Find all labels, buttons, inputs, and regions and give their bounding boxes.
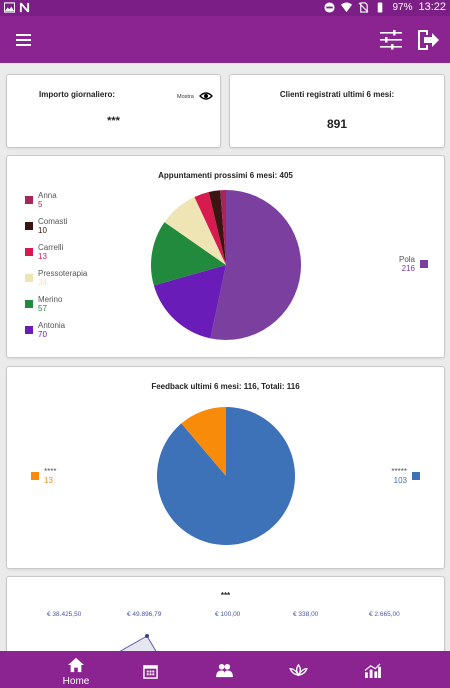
feedback-pie-chart [157, 407, 296, 545]
revenue-title: *** [220, 591, 231, 600]
appointments-card: Appuntamenti prossimi 6 mesi: 405 Anna 5 C… [6, 155, 445, 358]
legend-item-anna[interactable]: Anna 5 [25, 191, 57, 209]
legend-label: Pola [398, 255, 415, 264]
feedback-slice-2[interactable] [181, 407, 226, 476]
lotus-icon [289, 664, 308, 677]
legend-swatch [420, 260, 428, 268]
nav-clients[interactable] [210, 651, 240, 688]
legend-value: 10 [38, 226, 47, 235]
daily-amount-card: Importo giornaliero: Mostra *** [6, 74, 221, 148]
nav-calendar[interactable] [135, 651, 165, 688]
nav-statistics[interactable] [358, 651, 388, 688]
revenue-value-3: € 100,00 [215, 611, 241, 618]
registered-clients-title: Clienti registrati ultimi 6 mesi: [279, 90, 395, 99]
legend-item-stars[interactable]: **** 13 [31, 467, 56, 485]
legend-label: Comasti [38, 217, 68, 226]
legend-value: 34 [38, 278, 47, 287]
legend-value: 103 [393, 476, 407, 485]
no-sim-icon [358, 1, 369, 13]
wifi-icon [341, 1, 353, 12]
menu-icon[interactable] [14, 30, 34, 50]
legend-swatch [31, 472, 39, 480]
nav-home-label: Home [62, 676, 90, 687]
appointments-title: Appuntamenti prossimi 6 mesi: 405 [158, 171, 293, 180]
calendar-icon [143, 665, 158, 679]
legend-swatch [412, 472, 420, 480]
battery-icon [378, 1, 383, 13]
legend-label: Merino [38, 295, 63, 304]
appointment-slice-5[interactable] [194, 192, 226, 265]
revenue-value-5: € 2.665,00 [369, 611, 400, 618]
feedback-card: Feedback ultimi 6 mesi: 116, Totali: 116… [6, 366, 445, 569]
revenue-value-2: € 49.896,79 [127, 611, 162, 618]
logout-icon[interactable] [415, 27, 441, 53]
legend-label: Carrelli [38, 243, 64, 252]
legend-value: 5 [38, 200, 43, 209]
battery-percent: 97% [392, 1, 413, 13]
filter-icon[interactable] [378, 27, 404, 53]
legend-label: Antonia [38, 321, 66, 330]
bottom-navigation: Home [0, 651, 450, 688]
appointments-pie-chart [151, 190, 302, 340]
legend-item-carrelli[interactable]: Carrelli 13 [25, 243, 63, 261]
legend-item-pressoterapia[interactable]: Pressoterapia 34 [25, 269, 87, 287]
legend-value: 216 [401, 264, 415, 273]
appointment-slice-7[interactable] [220, 190, 226, 265]
legend-value: 13 [44, 476, 53, 485]
revenue-value-1: € 38.425,50 [47, 611, 82, 618]
legend-label: Pressoterapia [38, 269, 88, 278]
app-bar [0, 16, 450, 63]
legend-value: 70 [38, 330, 47, 339]
legend-item-comasti[interactable]: Comasti 10 [25, 217, 67, 235]
revenue-point [145, 634, 149, 638]
legend-item-merino[interactable]: Merino 57 [25, 295, 62, 313]
eye-icon[interactable] [199, 91, 213, 101]
appointment-slice-6[interactable] [208, 190, 226, 265]
legend-swatch [25, 326, 33, 334]
nav-home[interactable]: Home [50, 651, 102, 688]
legend-item-antonia[interactable]: Antonia 70 [25, 321, 65, 339]
legend-swatch [25, 274, 33, 282]
daily-amount-title: Importo giornaliero: [39, 90, 115, 99]
dnd-icon [324, 1, 335, 13]
legend-label: **** [44, 467, 57, 476]
registered-clients-card: Clienti registrati ultimi 6 mesi: 891 [229, 74, 445, 148]
clock: 13:22 [418, 1, 446, 13]
appointment-slice-4[interactable] [164, 196, 226, 265]
legend-label: Anna [38, 191, 57, 200]
legend-item-pola[interactable]: Pola 216 [399, 255, 428, 273]
appointment-slice-2[interactable] [153, 265, 226, 339]
home-icon [68, 657, 84, 673]
appointment-slice-1[interactable] [210, 190, 302, 340]
legend-swatch [25, 300, 33, 308]
legend-swatch [25, 222, 33, 230]
show-toggle-label[interactable]: Mostra [177, 94, 194, 100]
notification-n-icon [19, 2, 30, 13]
legend-label: ***** [391, 467, 407, 476]
legend-value: 13 [38, 252, 47, 261]
appointment-slice-3[interactable] [151, 222, 226, 286]
feedback-title: Feedback ultimi 6 mesi: 116, Totali: 116 [151, 382, 300, 391]
gallery-icon [4, 2, 15, 13]
daily-amount-value: *** [107, 115, 120, 127]
legend-swatch [25, 248, 33, 256]
legend-swatch [25, 196, 33, 204]
revenue-value-4: € 338,00 [293, 611, 319, 618]
clients-icon [216, 663, 233, 678]
feedback-slice-1[interactable] [157, 407, 296, 545]
stats-icon [364, 663, 381, 678]
status-bar: 97% 13:22 [0, 0, 450, 16]
legend-value: 57 [38, 304, 47, 313]
registered-clients-value: 891 [326, 117, 348, 131]
legend-item-stars[interactable]: ***** 103 [391, 467, 420, 485]
nav-treatments[interactable] [283, 651, 313, 688]
